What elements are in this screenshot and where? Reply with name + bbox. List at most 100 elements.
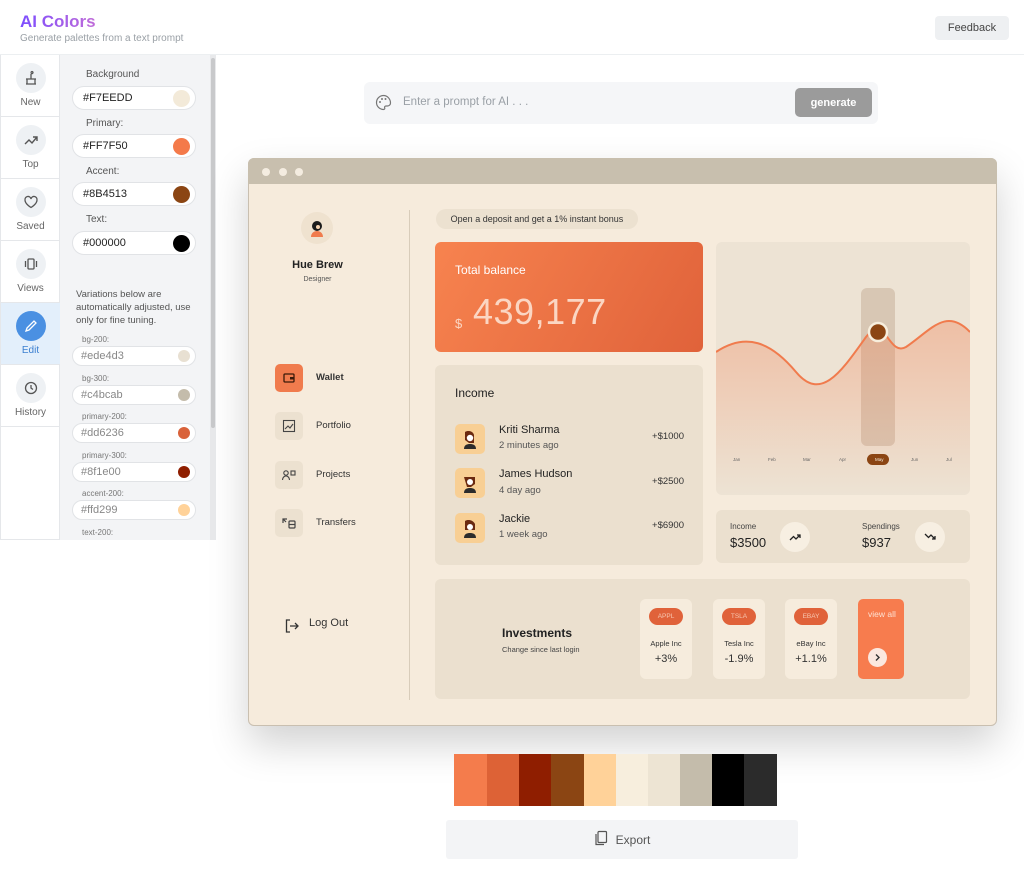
- transfer-icon[interactable]: [275, 509, 303, 537]
- balance-chart: [716, 242, 970, 495]
- trend-up-icon[interactable]: [780, 522, 810, 552]
- chart-month-label: Mar: [803, 457, 811, 462]
- menu-item-wallet[interactable]: Wallet: [316, 372, 344, 383]
- nav-item-saved[interactable]: Saved: [1, 179, 60, 241]
- palette-swatch[interactable]: [680, 754, 713, 806]
- income-stat-value: $3500: [730, 535, 767, 550]
- primary-swatch[interactable]: [173, 138, 190, 155]
- avatar: [301, 212, 333, 244]
- wallet-icon[interactable]: [275, 364, 303, 392]
- palette-swatch[interactable]: [616, 754, 649, 806]
- variation-value: #ffd299: [81, 504, 118, 516]
- promo-banner[interactable]: Open a deposit and get a 1% instant bonu…: [436, 209, 638, 229]
- text-label: Text:: [86, 214, 108, 225]
- variation-field-primary-200[interactable]: #dd6236: [72, 423, 196, 443]
- logout-button[interactable]: Log Out: [309, 617, 349, 629]
- menu-item-portfolio[interactable]: Portfolio: [316, 420, 351, 431]
- variation-field-primary-300[interactable]: #8f1e00: [72, 462, 196, 482]
- primary-color-field[interactable]: #FF7F50: [72, 134, 196, 158]
- transaction-amount: +$1000: [652, 431, 684, 442]
- chart-icon[interactable]: [275, 412, 303, 440]
- primary-value: #FF7F50: [83, 140, 128, 152]
- balance-label: Total balance: [455, 263, 526, 277]
- menu-item-projects[interactable]: Projects: [316, 469, 351, 480]
- prompt-bar: [364, 82, 878, 124]
- logout-icon[interactable]: [284, 618, 300, 639]
- preview-divider: [409, 210, 410, 700]
- income-title: Income: [455, 386, 495, 400]
- palette-swatch[interactable]: [648, 754, 681, 806]
- transaction-time: 1 week ago: [499, 529, 548, 540]
- app-subtitle: Generate palettes from a text prompt: [20, 33, 184, 44]
- nav-label-saved: Saved: [16, 221, 45, 232]
- variation-swatch[interactable]: [178, 466, 190, 478]
- variation-field-bg-300[interactable]: #c4bcab: [72, 385, 196, 405]
- panel-scroll-thumb[interactable]: [211, 58, 215, 428]
- sidebar-nav: New Top Saved Views Edit History: [0, 55, 60, 540]
- text-color-field[interactable]: #000000: [72, 231, 196, 255]
- palette-swatch[interactable]: [487, 754, 520, 806]
- user-role: Designer: [303, 276, 332, 283]
- transaction-amount: +$6900: [652, 520, 684, 531]
- variation-swatch[interactable]: [178, 427, 190, 439]
- carousel-icon: [15, 249, 46, 279]
- variation-swatch[interactable]: [178, 350, 190, 362]
- palette-icon: [375, 94, 392, 116]
- variation-value: #dd6236: [81, 427, 124, 439]
- accent-swatch[interactable]: [173, 186, 190, 203]
- accent-color-field[interactable]: #8B4513: [72, 182, 196, 206]
- palette-swatch[interactable]: [551, 754, 584, 806]
- variation-field-accent-200[interactable]: #ffd299: [72, 500, 196, 520]
- variation-swatch[interactable]: [178, 504, 190, 516]
- palette-swatch[interactable]: [744, 754, 777, 806]
- trend-down-icon[interactable]: [915, 522, 945, 552]
- stock-tag: APPL: [649, 608, 683, 625]
- accent-value: #8B4513: [83, 188, 128, 200]
- history-icon: [15, 373, 46, 403]
- export-button[interactable]: Export: [446, 820, 798, 859]
- palette-swatch[interactable]: [584, 754, 617, 806]
- view-all-label: view all: [868, 609, 896, 619]
- feedback-button[interactable]: Feedback: [935, 16, 1009, 40]
- spend-stat-label: Spendings: [862, 522, 900, 531]
- nav-item-edit[interactable]: Edit: [1, 303, 60, 365]
- chart-line: [716, 320, 970, 386]
- nav-item-new[interactable]: New: [1, 55, 60, 117]
- background-swatch[interactable]: [173, 90, 190, 107]
- text-value: #000000: [83, 237, 126, 249]
- nav-item-top[interactable]: Top: [1, 117, 60, 179]
- background-value: #F7EEDD: [83, 92, 133, 104]
- header-divider: [0, 54, 1024, 55]
- prompt-input[interactable]: Enter a prompt for AI . . .: [403, 96, 529, 108]
- nav-item-views[interactable]: Views: [1, 241, 60, 303]
- variation-label: bg-200:: [82, 335, 110, 344]
- spend-stat-value: $937: [862, 535, 891, 550]
- palette-swatch[interactable]: [454, 754, 487, 806]
- copy-icon: [594, 830, 608, 849]
- transaction-time: 4 day ago: [499, 485, 541, 496]
- chart-month-label-active[interactable]: May: [875, 457, 884, 462]
- stock-tag: TSLA: [722, 608, 756, 625]
- stock-name: Apple Inc: [650, 639, 682, 648]
- text-swatch[interactable]: [173, 235, 190, 252]
- generate-button[interactable]: generate: [795, 88, 872, 117]
- menu-item-transfers[interactable]: Transfers: [316, 517, 356, 528]
- palette-swatch[interactable]: [712, 754, 745, 806]
- chevron-right-icon[interactable]: [868, 648, 887, 667]
- chart-area: [716, 320, 970, 495]
- investments-subtitle: Change since last login: [502, 645, 580, 654]
- palette-swatch[interactable]: [519, 754, 552, 806]
- avatar: [455, 513, 485, 543]
- projects-icon[interactable]: [275, 461, 303, 489]
- stock-change: +1.1%: [795, 653, 827, 665]
- stock-name: eBay Inc: [796, 639, 826, 648]
- window-dot: [262, 168, 270, 176]
- background-color-field[interactable]: #F7EEDD: [72, 86, 196, 110]
- pencil-icon: [15, 311, 46, 341]
- variation-value: #ede4d3: [81, 350, 124, 362]
- heart-icon: [15, 187, 46, 217]
- nav-item-history[interactable]: History: [1, 365, 60, 427]
- variation-swatch[interactable]: [178, 389, 190, 401]
- variation-field-bg-200[interactable]: #ede4d3: [72, 346, 196, 366]
- nav-label-views: Views: [17, 283, 44, 294]
